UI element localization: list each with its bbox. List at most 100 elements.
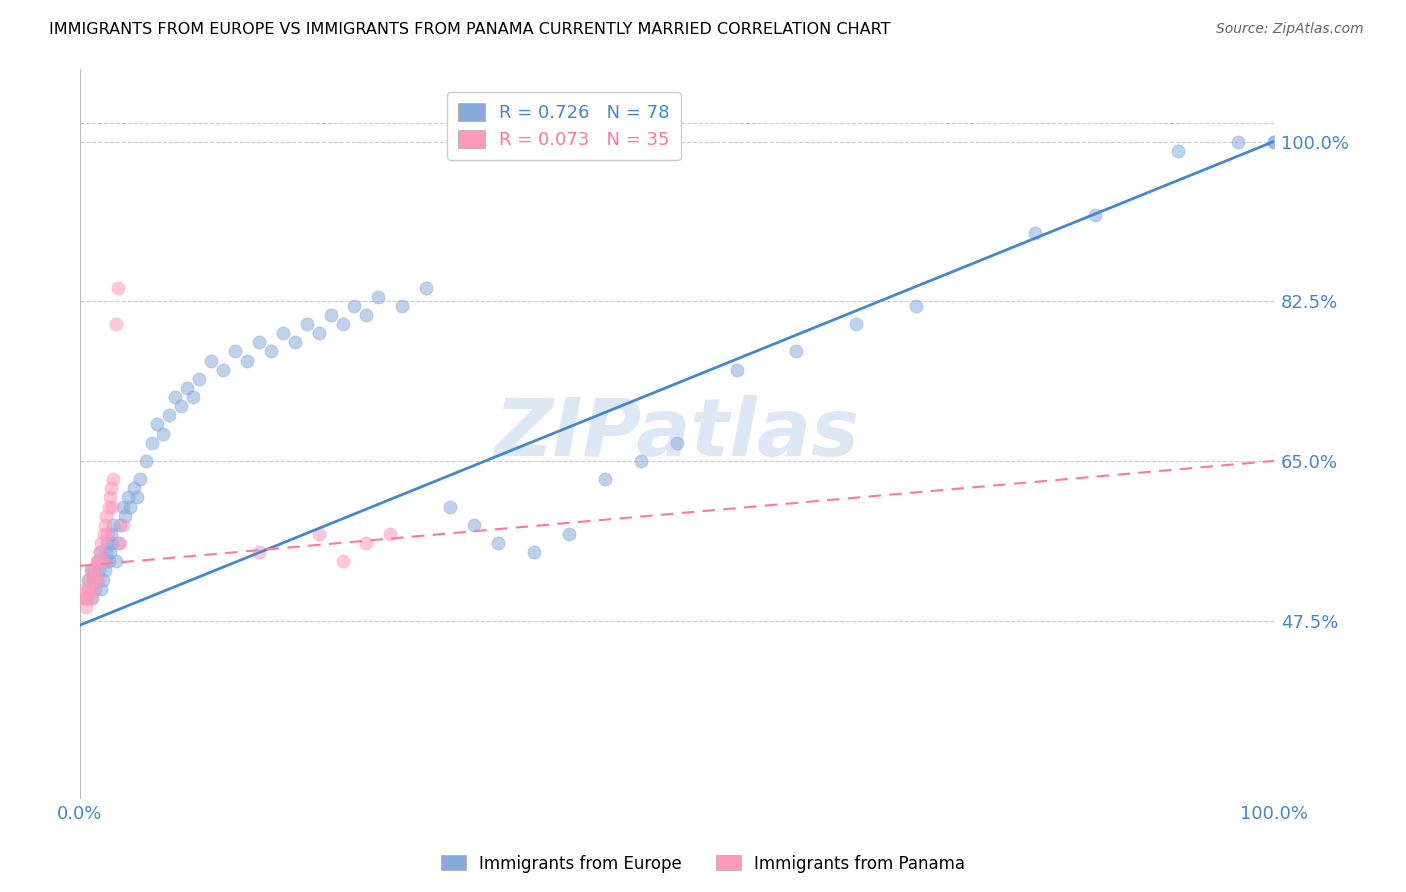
Point <box>247 545 270 559</box>
Point <box>236 353 259 368</box>
Point <box>114 508 136 523</box>
Point <box>200 353 222 368</box>
Point <box>135 454 157 468</box>
Point <box>1227 135 1250 149</box>
Point <box>84 563 107 577</box>
Point <box>107 280 129 294</box>
Point <box>77 573 100 587</box>
Point <box>630 454 652 468</box>
Point <box>271 326 294 340</box>
Point <box>87 554 110 568</box>
Point <box>103 472 125 486</box>
Point <box>104 554 127 568</box>
Point <box>558 527 581 541</box>
Point <box>343 299 366 313</box>
Point <box>89 545 111 559</box>
Point <box>284 335 307 350</box>
Point <box>76 591 98 605</box>
Point <box>356 536 378 550</box>
Point <box>93 554 115 568</box>
Point <box>170 399 193 413</box>
Point <box>247 335 270 350</box>
Point <box>80 563 103 577</box>
Point <box>100 527 122 541</box>
Point <box>141 435 163 450</box>
Point <box>356 308 378 322</box>
Point <box>128 472 150 486</box>
Point <box>94 563 117 577</box>
Point <box>1024 226 1046 240</box>
Point <box>181 390 204 404</box>
Point <box>72 591 94 605</box>
Point <box>94 508 117 523</box>
Point <box>212 362 235 376</box>
Point <box>93 527 115 541</box>
Point <box>96 536 118 550</box>
Point <box>107 536 129 550</box>
Point <box>84 582 107 596</box>
Point <box>110 536 132 550</box>
Point <box>332 317 354 331</box>
Point <box>98 491 121 505</box>
Point <box>79 591 101 605</box>
Point <box>110 517 132 532</box>
Text: Source: ZipAtlas.com: Source: ZipAtlas.com <box>1216 22 1364 37</box>
Point <box>122 481 145 495</box>
Point <box>367 290 389 304</box>
Point <box>94 517 117 532</box>
Point <box>380 527 402 541</box>
Point <box>73 582 96 596</box>
Point <box>83 573 105 587</box>
Point <box>89 545 111 559</box>
Point <box>103 517 125 532</box>
Point <box>101 536 124 550</box>
Point <box>1167 144 1189 158</box>
Point <box>77 582 100 596</box>
Point <box>319 308 342 322</box>
Point <box>845 317 868 331</box>
Point <box>391 299 413 313</box>
Point <box>91 573 114 587</box>
Point <box>82 582 104 596</box>
Point <box>593 472 616 486</box>
Point <box>165 390 187 404</box>
Point <box>463 517 485 532</box>
Point <box>332 554 354 568</box>
Point <box>295 317 318 331</box>
Point <box>152 426 174 441</box>
Point <box>1263 135 1285 149</box>
Legend: Immigrants from Europe, Immigrants from Panama: Immigrants from Europe, Immigrants from … <box>434 848 972 880</box>
Point <box>146 417 169 432</box>
Point <box>86 554 108 568</box>
Point <box>439 500 461 514</box>
Point <box>111 517 134 532</box>
Point <box>176 381 198 395</box>
Point <box>90 536 112 550</box>
Point <box>75 591 97 605</box>
Point <box>96 527 118 541</box>
Legend: R = 0.726   N = 78, R = 0.073   N = 35: R = 0.726 N = 78, R = 0.073 N = 35 <box>447 92 681 160</box>
Point <box>415 280 437 294</box>
Point <box>665 435 688 450</box>
Point <box>308 326 330 340</box>
Point <box>101 500 124 514</box>
Point <box>97 554 120 568</box>
Point <box>87 573 110 587</box>
Point <box>104 317 127 331</box>
Point <box>98 545 121 559</box>
Point <box>308 527 330 541</box>
Point <box>97 500 120 514</box>
Point <box>117 491 139 505</box>
Point <box>75 599 97 614</box>
Point <box>127 491 149 505</box>
Point <box>111 500 134 514</box>
Point <box>157 409 180 423</box>
Point <box>224 344 246 359</box>
Point <box>118 500 141 514</box>
Point <box>79 573 101 587</box>
Point <box>260 344 283 359</box>
Point <box>188 372 211 386</box>
Point <box>79 563 101 577</box>
Point <box>94 545 117 559</box>
Point <box>523 545 546 559</box>
